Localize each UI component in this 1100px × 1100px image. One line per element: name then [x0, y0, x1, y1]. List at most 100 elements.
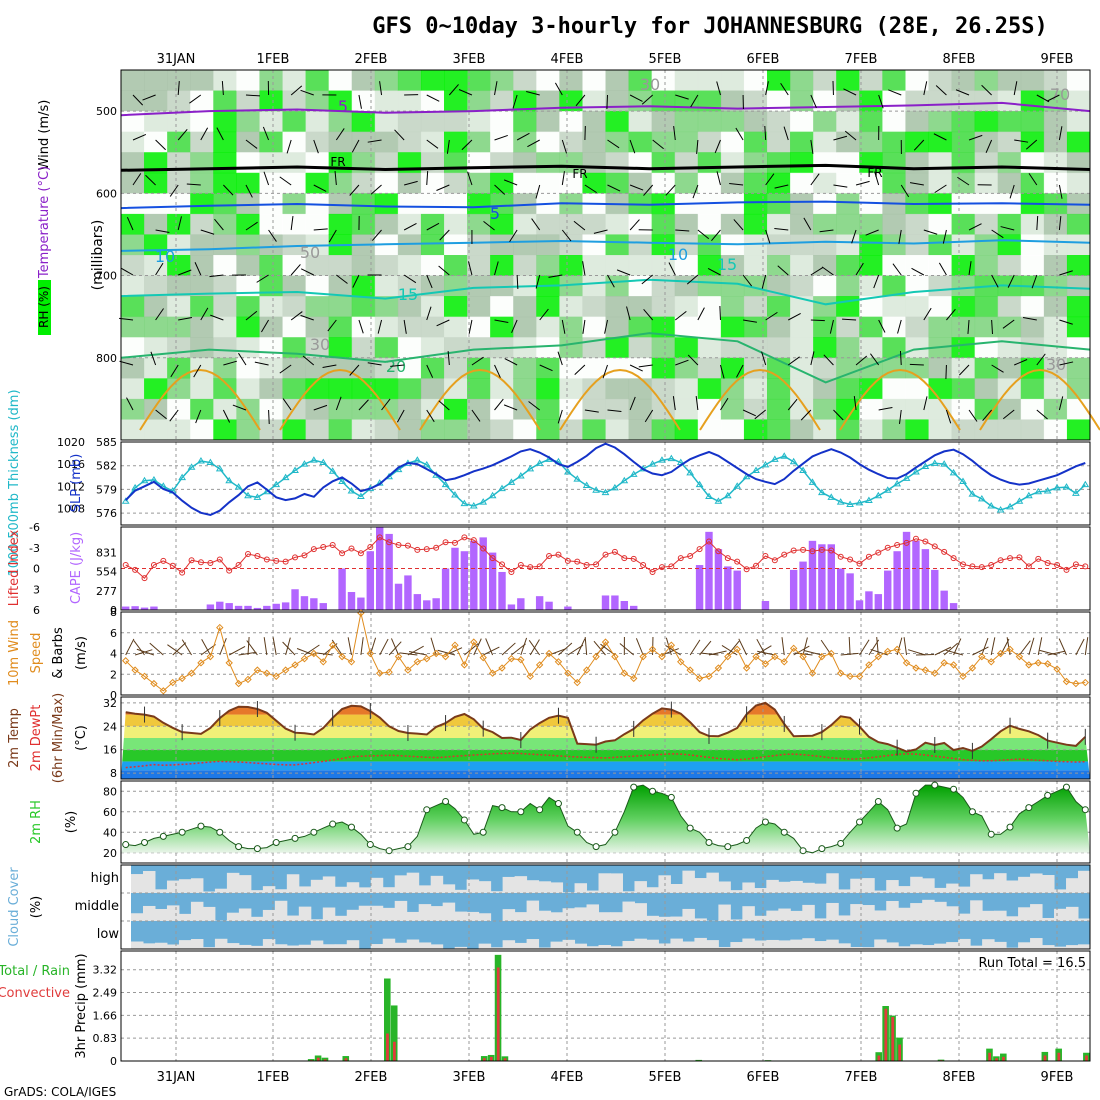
thickness-marker — [1034, 487, 1043, 495]
lifted-index-tick-label: 0 — [33, 563, 40, 576]
wind-barb-10m — [399, 652, 418, 656]
cloud-clear-cell — [1078, 870, 1091, 893]
lifted-index-marker — [150, 562, 157, 569]
rh-cell — [351, 90, 376, 112]
rh-cell — [605, 255, 630, 277]
rh-marker — [498, 804, 506, 812]
cloud-clear-cell — [1078, 918, 1091, 921]
thickness-marker — [272, 480, 281, 488]
cloud-clear-cell — [550, 941, 564, 949]
rh-cell — [905, 90, 929, 112]
rh-axis-label: RH (%) — [37, 286, 51, 328]
wind-speed-marker — [724, 652, 732, 661]
rh-cell — [444, 131, 468, 153]
cloud-clear-cell — [382, 887, 396, 893]
rh-cell — [1066, 296, 1091, 318]
wind-barb — [735, 127, 744, 141]
rh-cell — [905, 234, 929, 256]
wind-barb-10m — [369, 637, 377, 656]
wind-barb-10m — [1039, 649, 1058, 656]
wind-barb — [787, 356, 800, 366]
tick-label: 60 — [103, 806, 117, 819]
rh-cell — [674, 275, 699, 297]
rh-cell — [144, 255, 168, 277]
rh-cell — [697, 213, 722, 235]
rh-cell — [836, 419, 860, 441]
lifted-index-marker — [640, 562, 647, 569]
rh-cell — [974, 213, 999, 235]
rh-marker — [761, 818, 769, 826]
wind-barb — [942, 229, 947, 244]
rh-cell — [836, 152, 860, 174]
wind-barb — [1036, 353, 1046, 366]
lifted-index-marker — [884, 544, 891, 551]
wind-speed-marker — [789, 644, 798, 653]
rh-cell — [305, 419, 330, 441]
rh-cell — [513, 172, 537, 194]
rh-cell — [351, 131, 376, 153]
rh-cell — [490, 357, 514, 379]
rh-cell — [651, 275, 676, 297]
isotherm-warm-line — [139, 368, 261, 431]
wind-barb — [155, 139, 166, 151]
thickness-marker — [902, 474, 911, 481]
wind-speed-marker — [234, 679, 243, 688]
rh-cell — [974, 70, 999, 92]
rh-cell — [467, 131, 491, 153]
cloud-clear-cell — [766, 879, 779, 893]
temp-band — [121, 770, 1090, 779]
rh-cell — [351, 337, 376, 359]
wind-barb — [810, 319, 825, 322]
rh-cell — [144, 70, 168, 92]
rh-cell — [974, 419, 999, 441]
wind-barb — [855, 262, 864, 276]
rh-cell — [305, 90, 330, 112]
rh-cell — [605, 337, 630, 359]
rh-cell — [213, 172, 237, 194]
rh-cell — [974, 131, 999, 153]
rh-cell — [236, 90, 260, 112]
cloud-clear-cell — [718, 947, 731, 949]
wind-barb — [216, 127, 224, 141]
cloud-clear-cell — [322, 907, 336, 921]
rh-cell — [767, 90, 791, 112]
wind-barb — [300, 268, 314, 276]
rh-cell — [305, 337, 330, 359]
rh-cell — [467, 172, 491, 194]
thickness-marker — [949, 468, 958, 476]
rh-marker — [724, 843, 732, 851]
wind-barb-10m — [149, 642, 164, 656]
rh-cell — [144, 152, 168, 174]
rh-cell — [674, 152, 699, 174]
wind-barb — [810, 267, 824, 276]
rh-cell — [674, 111, 699, 133]
wind-barb — [1059, 361, 1074, 366]
wind-barb — [573, 220, 586, 231]
rh-marker — [1006, 823, 1014, 831]
rh-cell — [444, 357, 468, 379]
rh-cell — [720, 213, 745, 235]
rh-marker — [385, 847, 393, 855]
cloud-clear-cell — [610, 873, 623, 893]
rh-marker — [743, 836, 751, 844]
precip-legend-convective: Convective — [0, 986, 70, 1001]
cloud-row-label: low — [97, 927, 120, 942]
rh-cell — [328, 398, 353, 420]
lifted-index-marker — [216, 556, 223, 563]
wind-barb-10m — [430, 637, 437, 656]
rh-cell — [420, 193, 445, 215]
precip-convective-bar — [884, 1008, 888, 1061]
lifted-index-marker — [800, 546, 807, 553]
rh-cell — [305, 131, 330, 153]
rh-cell — [305, 172, 330, 194]
cloud-clear-cell — [874, 910, 887, 921]
wind-barb — [900, 184, 910, 198]
wind-speed-marker — [281, 666, 290, 674]
wind-barb — [142, 94, 156, 101]
rh-cell — [974, 90, 999, 112]
wind-barb-10m — [721, 645, 738, 656]
rh-cell — [951, 213, 976, 235]
rh-cell — [651, 152, 676, 174]
rh-cell — [743, 131, 768, 153]
rh-cell — [743, 398, 768, 420]
